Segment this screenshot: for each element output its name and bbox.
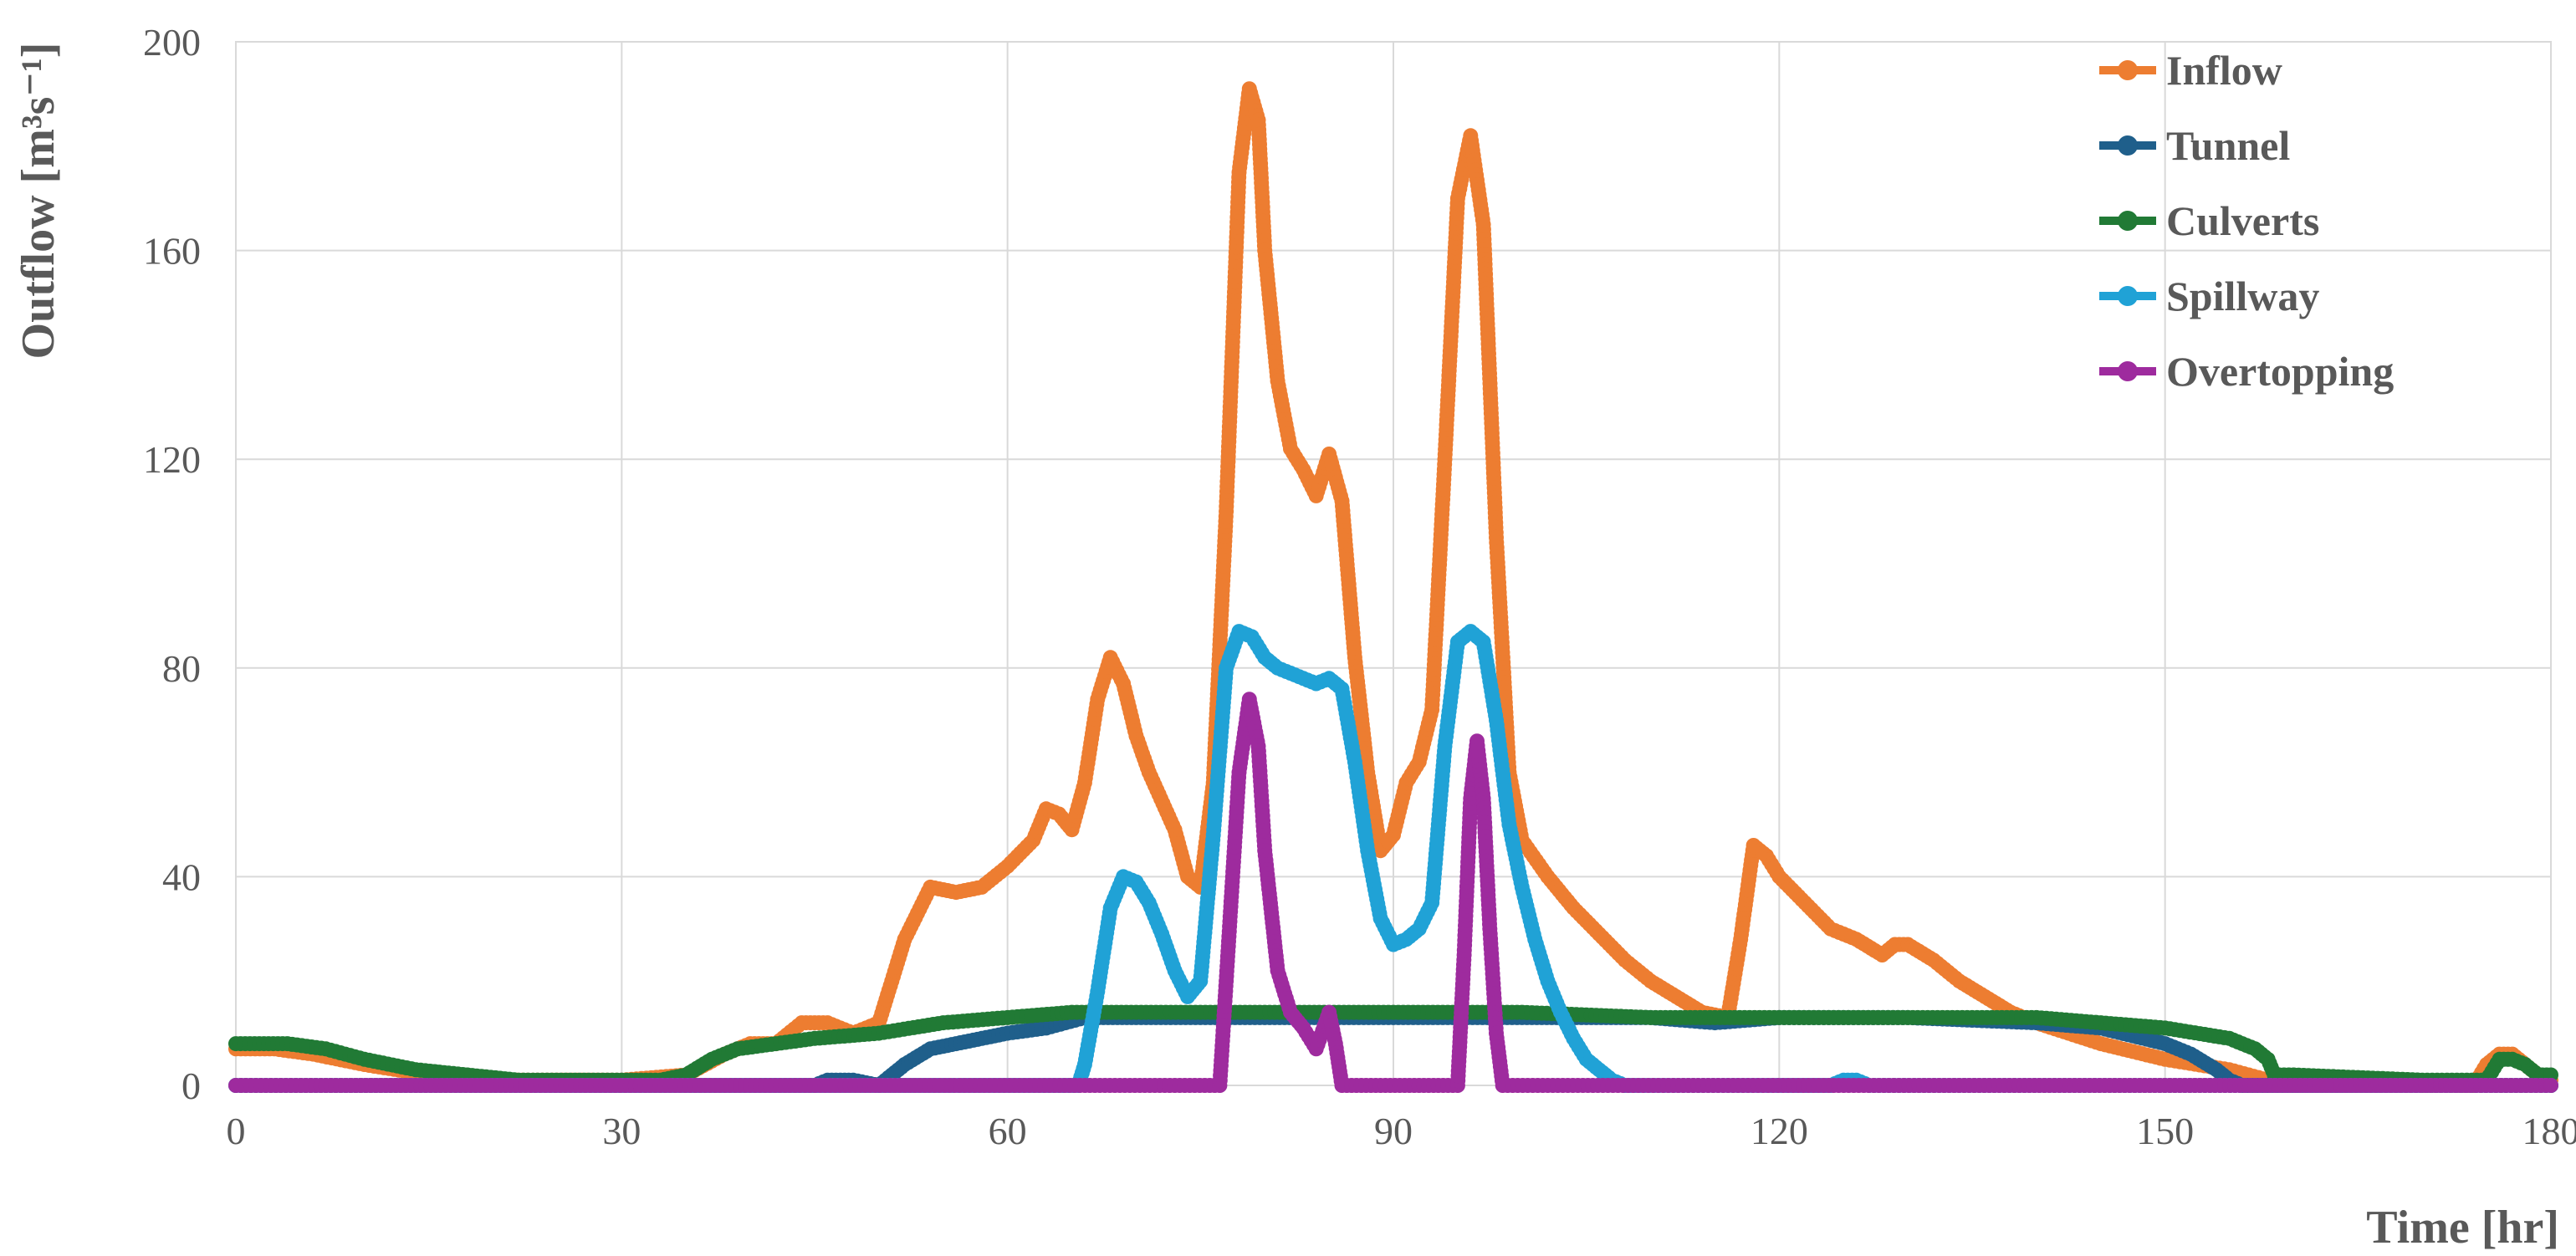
axis-layer: 0 30 60 90 120 150 180 0 40 80 120 160 200	[143, 21, 2576, 1152]
legend-swatch-marker	[2118, 135, 2138, 156]
series-overtopping	[228, 692, 2558, 1093]
y-tick-label: 40	[162, 855, 201, 898]
x-tick-label: 120	[1751, 1110, 1808, 1152]
legend-swatch-marker	[2118, 361, 2138, 381]
x-axis-title: Time [hr]	[2366, 1202, 2559, 1253]
x-tick-label: 180	[2522, 1110, 2576, 1152]
data-point-overtopping	[2543, 1078, 2558, 1093]
legend-swatch-marker	[2118, 211, 2138, 231]
x-tick-label: 150	[2136, 1110, 2194, 1152]
y-tick-label: 80	[162, 647, 201, 690]
legend-label-overtopping: Overtopping	[2166, 348, 2394, 395]
legend-item-spillway: Spillway	[2099, 273, 2319, 319]
legend-item-culverts: Culverts	[2099, 197, 2319, 244]
legend-swatch-marker	[2118, 286, 2138, 306]
x-tick-label: 60	[989, 1110, 1027, 1152]
y-tick-label: 0	[181, 1065, 201, 1107]
y-tick-label: 200	[143, 21, 201, 64]
legend-label-culverts: Culverts	[2166, 197, 2319, 244]
legend-swatch-marker	[2118, 60, 2138, 80]
series-layer	[228, 81, 2558, 1093]
y-tick-label: 160	[143, 230, 201, 273]
y-tick-label: 120	[143, 438, 201, 481]
legend-item-tunnel: Tunnel	[2099, 122, 2290, 169]
x-tick-label: 90	[1374, 1110, 1413, 1152]
legend-label-inflow: Inflow	[2166, 47, 2282, 94]
legend-label-tunnel: Tunnel	[2166, 122, 2290, 169]
x-tick-label: 30	[602, 1110, 641, 1152]
y-axis-title: Outflow [m³s⁻¹]	[13, 43, 64, 360]
legend-item-overtopping: Overtopping	[2099, 348, 2394, 395]
legend-label-spillway: Spillway	[2166, 273, 2319, 319]
x-tick-label: 0	[227, 1110, 246, 1152]
legend: Inflow Tunnel Culverts Spillway Overtopping	[2099, 47, 2394, 395]
legend-item-inflow: Inflow	[2099, 47, 2282, 94]
